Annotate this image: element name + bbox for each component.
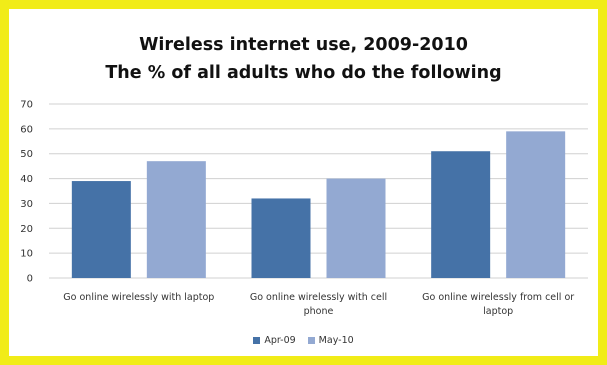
x-tick-label: Go online wirelessly from cell or bbox=[422, 292, 574, 303]
bar-2-2 bbox=[326, 178, 386, 278]
y-tick-label: 20 bbox=[20, 224, 33, 235]
y-tick-label: 70 bbox=[20, 100, 33, 111]
chart-legend: Apr-09 May-10 bbox=[9, 335, 598, 346]
chart-frame: Wireless internet use, 2009-2010 The % o… bbox=[9, 9, 598, 356]
x-tick-label: phone bbox=[304, 306, 334, 317]
legend-item-series-2: May-10 bbox=[307, 335, 354, 346]
chart-title: Wireless internet use, 2009-2010 bbox=[139, 35, 468, 55]
x-tick-label: Go online wirelessly with laptop bbox=[63, 292, 214, 303]
x-tick-label: laptop bbox=[483, 306, 513, 317]
bar-2-1 bbox=[146, 161, 206, 278]
bar-2-3 bbox=[506, 131, 566, 278]
bar-1-2 bbox=[251, 198, 311, 278]
legend-swatch-series-2 bbox=[307, 337, 315, 344]
y-tick-label: 30 bbox=[20, 199, 33, 210]
legend-label-series-2: May-10 bbox=[318, 335, 354, 346]
legend-label-series-1: Apr-09 bbox=[264, 335, 296, 346]
chart-subtitle: The % of all adults who do the following bbox=[105, 63, 502, 83]
x-tick-label: Go online wirelessly with cell bbox=[250, 292, 387, 303]
y-tick-label: 60 bbox=[20, 124, 33, 135]
y-tick-label: 10 bbox=[20, 249, 33, 260]
legend-swatch-series-1 bbox=[253, 337, 261, 344]
bar-1-3 bbox=[431, 151, 491, 278]
bar-1-1 bbox=[71, 181, 131, 278]
legend-item-series-1: Apr-09 bbox=[253, 335, 296, 346]
y-tick-label: 0 bbox=[27, 274, 33, 285]
y-tick-label: 50 bbox=[20, 149, 33, 160]
chart-plot: 0 10 20 30 40 50 60 70 Go online wirelessly with… bbox=[20, 100, 588, 317]
y-tick-label: 40 bbox=[20, 174, 33, 185]
